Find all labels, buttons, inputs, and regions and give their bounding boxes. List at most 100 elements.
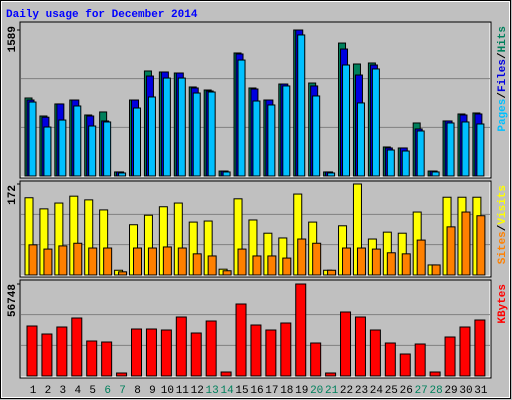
x-tick-label: 2 [45,385,52,397]
bar [399,353,411,377]
legend-entry: Files [497,59,509,92]
bar [371,68,380,177]
legend-entry: Sites [497,231,509,264]
bar [297,238,307,276]
y-tick-label: 1589 [7,26,19,52]
bar [461,211,471,276]
bar [162,246,172,276]
bar [131,328,143,377]
bar [416,239,426,276]
bar [133,107,142,177]
y-tick-label: 172 [7,185,19,205]
x-tick-label: 9 [149,385,156,397]
bar [177,77,186,177]
bar [312,242,322,276]
bar [356,102,365,177]
bar [444,336,456,377]
x-tick-label: 10 [161,385,174,397]
bar [190,332,202,377]
bar [342,247,352,276]
bar [207,255,217,276]
x-tick-label: 28 [430,385,443,397]
bar [384,342,396,377]
x-tick-label: 31 [474,385,488,397]
legend-separator: / [497,224,509,231]
bar [237,248,247,276]
bar [312,95,321,177]
bar [71,317,83,377]
x-tick-label: 14 [220,385,234,397]
x-tick-label: 18 [280,385,293,397]
x-tick-label: 4 [74,385,81,397]
x-tick-label: 12 [191,385,204,397]
bar [133,247,143,276]
bar [73,105,82,177]
x-tick-label: 27 [415,385,428,397]
x-tick-label: 3 [60,385,67,397]
bar [401,253,411,276]
legend-entry: Visits [497,185,509,225]
bar [474,319,486,377]
bar [88,247,98,276]
x-tick-label: 5 [89,385,96,397]
bar [476,123,485,177]
x-tick-label: 21 [325,385,339,397]
bar [118,172,127,177]
bar [280,322,292,377]
bar [267,255,277,276]
bar [207,91,216,177]
bar [414,343,426,377]
bar [160,329,172,377]
y-tick-label: 56748 [7,284,19,317]
bar [416,130,425,177]
x-tick-label: 11 [176,385,190,397]
x-tick-label: 25 [385,385,398,397]
bar [401,150,410,177]
bar [101,341,113,377]
bar [386,252,396,276]
bar [28,101,37,177]
x-tick-label: 23 [355,385,368,397]
bar [371,248,381,276]
bar [282,85,291,177]
bar [265,329,277,377]
x-tick-label: 26 [400,385,413,397]
bar [252,255,262,276]
bar [327,172,336,177]
bar [459,326,471,377]
x-tick-label: 15 [235,385,248,397]
x-tick-label: 1 [30,385,37,397]
bar [222,270,232,276]
x-tick-label: 16 [250,385,263,397]
bar [295,283,307,377]
bar [88,125,97,177]
x-tick-label: 6 [104,385,111,397]
bar [43,126,52,177]
bar [175,316,187,377]
bar [56,326,68,377]
x-tick-label: 24 [370,385,384,397]
bar [43,248,53,276]
legend-entry: Hits [497,26,509,52]
x-tick-label: 22 [340,385,353,397]
legend-separator: / [497,52,509,59]
bar [431,171,440,177]
x-tick-label: 30 [459,385,472,397]
bar [282,257,292,276]
bar [192,92,201,177]
bar [118,271,128,276]
legend: Pages/Files/Hits [497,26,509,132]
chart-title: Daily usage for December 2014 [6,9,198,21]
bar [431,264,441,276]
bar [41,333,53,377]
x-tick-label: 20 [310,385,323,397]
x-tick-label: 17 [265,385,278,397]
x-tick-label: 7 [119,385,126,397]
bar [237,59,246,177]
legend: KBytes [497,284,509,324]
bar [461,121,470,177]
bar [250,324,262,377]
bar [310,342,322,377]
